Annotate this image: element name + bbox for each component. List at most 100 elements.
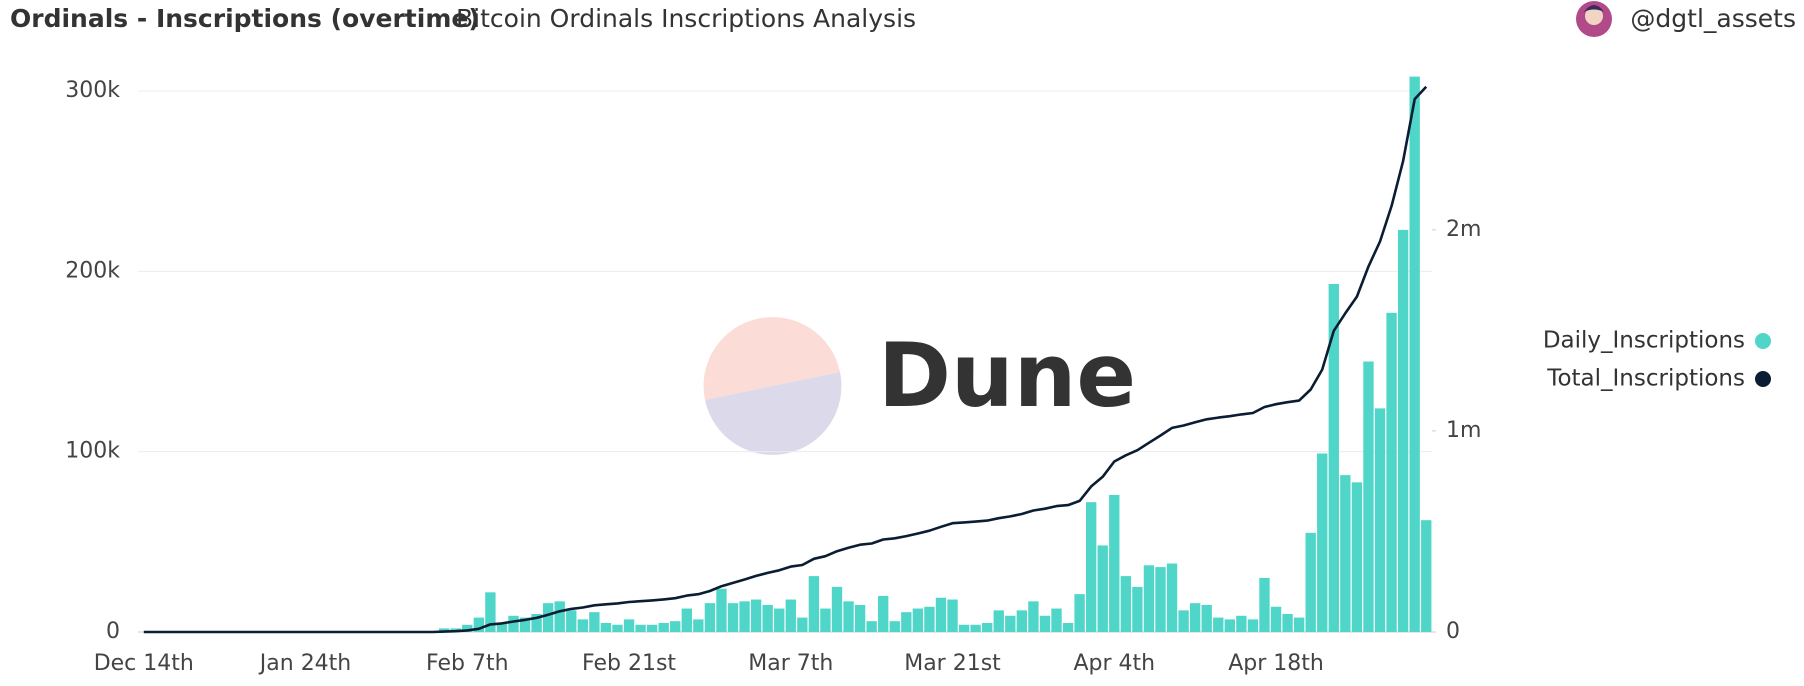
- x-tick-label: Mar 7th: [748, 651, 833, 676]
- bar: [1328, 283, 1339, 632]
- bar: [1155, 567, 1166, 632]
- bar: [982, 622, 993, 632]
- bar: [1051, 608, 1062, 632]
- bar: [566, 610, 577, 632]
- y2-tick-label: 0: [1446, 619, 1460, 644]
- legend-swatch: [1755, 333, 1771, 349]
- bar: [1247, 619, 1259, 632]
- bar: [866, 621, 877, 632]
- y-tick-label: 0: [106, 619, 120, 644]
- y-tick-label: 100k: [65, 439, 120, 464]
- bar: [1028, 601, 1039, 632]
- bar: [1143, 565, 1155, 632]
- bar: [670, 621, 681, 632]
- y2-tick-label: 2m: [1446, 217, 1481, 242]
- bar: [1178, 610, 1189, 632]
- chart-subtitle: Bitcoin Ordinals Inscriptions Analysis: [456, 4, 916, 33]
- x-tick-label: Feb 7th: [426, 651, 509, 676]
- x-tick-label: Apr 4th: [1073, 651, 1155, 676]
- bar: [1109, 494, 1120, 632]
- bar: [1386, 312, 1397, 632]
- x-tick-label: Jan 24th: [258, 651, 351, 676]
- bar: [1189, 603, 1201, 632]
- x-tick-label: Apr 18th: [1228, 651, 1324, 676]
- author[interactable]: @dgtl_assets: [1630, 4, 1796, 33]
- bar: [1039, 615, 1051, 632]
- bar: [508, 615, 519, 632]
- bar: [485, 592, 496, 632]
- bar: [843, 601, 854, 632]
- bar: [1213, 617, 1224, 632]
- bar: [1397, 229, 1409, 632]
- bar: [612, 624, 623, 632]
- bar: [1340, 475, 1351, 632]
- bar: [554, 601, 565, 632]
- bar: [600, 622, 612, 632]
- bar: [1236, 615, 1247, 632]
- bar: [623, 619, 635, 632]
- bar: [1016, 610, 1028, 632]
- bar: [1224, 619, 1235, 632]
- bar: [1374, 408, 1386, 632]
- bar: [970, 624, 981, 632]
- bar: [901, 612, 912, 632]
- bar: [727, 603, 739, 632]
- bar: [1270, 606, 1282, 632]
- line: [143, 85, 1428, 634]
- bar: [1062, 622, 1074, 632]
- bar: [889, 621, 900, 632]
- x-tick-label: Mar 21st: [904, 651, 1001, 676]
- bar: [1166, 563, 1178, 632]
- bar: [1074, 594, 1085, 632]
- bar: [1282, 613, 1293, 632]
- bar: [878, 595, 889, 632]
- bar: [1305, 532, 1316, 632]
- legend-label: Daily_Inscriptions: [1543, 328, 1745, 354]
- bar: [924, 606, 935, 632]
- bar: [831, 586, 843, 632]
- bar: [1097, 545, 1108, 632]
- bar: [1293, 617, 1305, 632]
- bar: [496, 622, 508, 632]
- bar: [1351, 482, 1363, 632]
- bar: [716, 588, 727, 632]
- bar: [1132, 586, 1143, 632]
- legend-label: Total_Inscriptions: [1546, 366, 1745, 392]
- bar: [785, 599, 796, 632]
- bar: [1120, 576, 1132, 632]
- bar: [473, 617, 485, 632]
- watermark: Dune: [878, 324, 1136, 427]
- watermark-logo: [703, 317, 842, 455]
- y-tick-label: 200k: [65, 258, 120, 283]
- bar: [808, 576, 820, 632]
- bar: [774, 608, 785, 632]
- bar: [958, 624, 970, 632]
- bar: [1409, 76, 1420, 633]
- bar: [1317, 453, 1328, 632]
- bar: [658, 622, 669, 632]
- bar: [1259, 577, 1270, 632]
- avatar: [1576, 1, 1612, 37]
- bar: [1363, 361, 1374, 632]
- bar: [635, 624, 646, 632]
- bar: [993, 610, 1004, 632]
- bar: [1085, 502, 1097, 632]
- bar: [912, 608, 924, 632]
- y2-tick-label: 1m: [1446, 418, 1481, 443]
- y-tick-label: 300k: [65, 78, 120, 103]
- x-tick-label: Feb 21st: [582, 651, 676, 676]
- bar: [704, 603, 716, 632]
- bar: [1201, 604, 1212, 632]
- bar: [797, 617, 808, 632]
- bar: [681, 608, 692, 632]
- bar: [1005, 615, 1016, 632]
- chart-title: Ordinals - Inscriptions (overtime): [10, 4, 480, 33]
- bar: [577, 619, 588, 632]
- bar: [935, 597, 947, 632]
- bar: [519, 617, 531, 632]
- bar: [462, 624, 473, 632]
- bar: [542, 603, 554, 632]
- bar: [947, 599, 958, 632]
- bar: [854, 604, 866, 632]
